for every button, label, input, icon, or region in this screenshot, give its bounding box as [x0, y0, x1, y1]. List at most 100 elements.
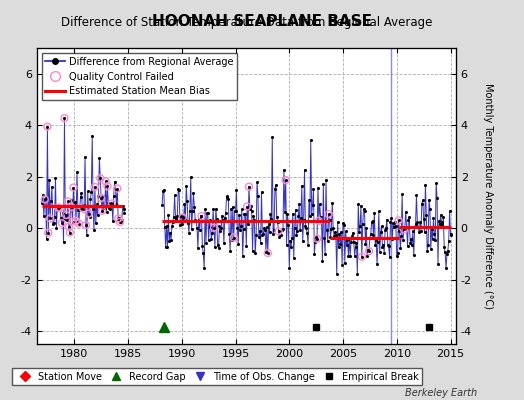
- Point: [310, 251, 319, 257]
- Point: [362, 224, 370, 231]
- Point: [286, 237, 294, 244]
- Point: [79, 206, 88, 212]
- Point: [321, 250, 329, 257]
- Point: [231, 208, 239, 214]
- Point: [323, 227, 331, 233]
- Point: [94, 193, 103, 199]
- Point: [444, 238, 453, 244]
- Point: [341, 260, 349, 266]
- Point: [77, 190, 85, 196]
- Point: [408, 242, 416, 248]
- Point: [322, 177, 330, 183]
- Point: [413, 219, 421, 226]
- Point: [325, 217, 334, 224]
- Point: [177, 213, 185, 219]
- Point: [84, 210, 93, 217]
- Point: [105, 205, 113, 211]
- Point: [381, 226, 389, 233]
- Point: [383, 216, 391, 223]
- Point: [73, 169, 81, 175]
- Point: [301, 222, 310, 229]
- Point: [231, 208, 239, 214]
- Point: [429, 236, 437, 242]
- Point: [410, 252, 418, 258]
- Point: [432, 180, 440, 186]
- Point: [116, 219, 124, 225]
- Point: [417, 228, 425, 234]
- Point: [411, 220, 420, 227]
- Point: [85, 214, 94, 220]
- Point: [380, 249, 388, 256]
- Point: [296, 227, 304, 233]
- Point: [228, 237, 236, 243]
- Point: [357, 203, 365, 209]
- Point: [200, 265, 209, 271]
- Point: [99, 193, 107, 200]
- Point: [111, 178, 119, 185]
- Point: [239, 226, 248, 233]
- Point: [358, 221, 367, 227]
- Point: [182, 183, 190, 189]
- Point: [160, 224, 169, 230]
- Point: [379, 242, 388, 248]
- Point: [53, 206, 61, 213]
- Point: [293, 228, 301, 234]
- Point: [344, 252, 353, 259]
- Point: [198, 243, 206, 250]
- Point: [399, 237, 407, 243]
- Point: [74, 220, 83, 227]
- Point: [96, 175, 104, 182]
- Point: [275, 234, 283, 240]
- Point: [281, 177, 290, 183]
- Point: [245, 184, 253, 190]
- Point: [217, 224, 225, 231]
- Point: [441, 249, 449, 256]
- Point: [204, 236, 213, 243]
- Point: [421, 182, 430, 188]
- Point: [212, 206, 220, 212]
- Point: [196, 213, 205, 220]
- Point: [179, 214, 187, 221]
- Legend: Station Move, Record Gap, Time of Obs. Change, Empirical Break: Station Move, Record Gap, Time of Obs. C…: [12, 368, 422, 385]
- Point: [275, 228, 283, 234]
- Point: [402, 224, 411, 231]
- Point: [218, 212, 226, 219]
- Point: [111, 187, 119, 194]
- Point: [58, 220, 66, 226]
- Point: [287, 244, 295, 250]
- Point: [101, 205, 109, 211]
- Point: [190, 204, 199, 210]
- Point: [96, 175, 104, 182]
- Point: [46, 215, 54, 222]
- Point: [255, 233, 263, 240]
- Point: [327, 226, 335, 232]
- Point: [69, 184, 78, 191]
- Point: [238, 253, 247, 259]
- Point: [72, 218, 80, 224]
- Point: [87, 189, 95, 196]
- Point: [185, 208, 194, 214]
- Point: [281, 177, 290, 183]
- Point: [264, 250, 272, 256]
- Point: [424, 242, 432, 248]
- Point: [112, 200, 121, 207]
- Point: [305, 213, 314, 219]
- Point: [91, 184, 99, 190]
- Point: [401, 225, 409, 231]
- Point: [103, 183, 112, 190]
- Point: [206, 224, 215, 230]
- Point: [102, 209, 111, 215]
- Point: [299, 238, 307, 244]
- Text: HOONAH SEAPLANE BASE: HOONAH SEAPLANE BASE: [152, 14, 372, 29]
- Point: [263, 224, 271, 230]
- Point: [285, 264, 293, 271]
- Point: [68, 204, 76, 210]
- Point: [333, 271, 341, 277]
- Point: [352, 240, 361, 247]
- Point: [247, 202, 255, 209]
- Point: [223, 193, 232, 200]
- Point: [353, 270, 362, 277]
- Point: [370, 209, 378, 216]
- Point: [84, 210, 93, 217]
- Point: [305, 197, 313, 203]
